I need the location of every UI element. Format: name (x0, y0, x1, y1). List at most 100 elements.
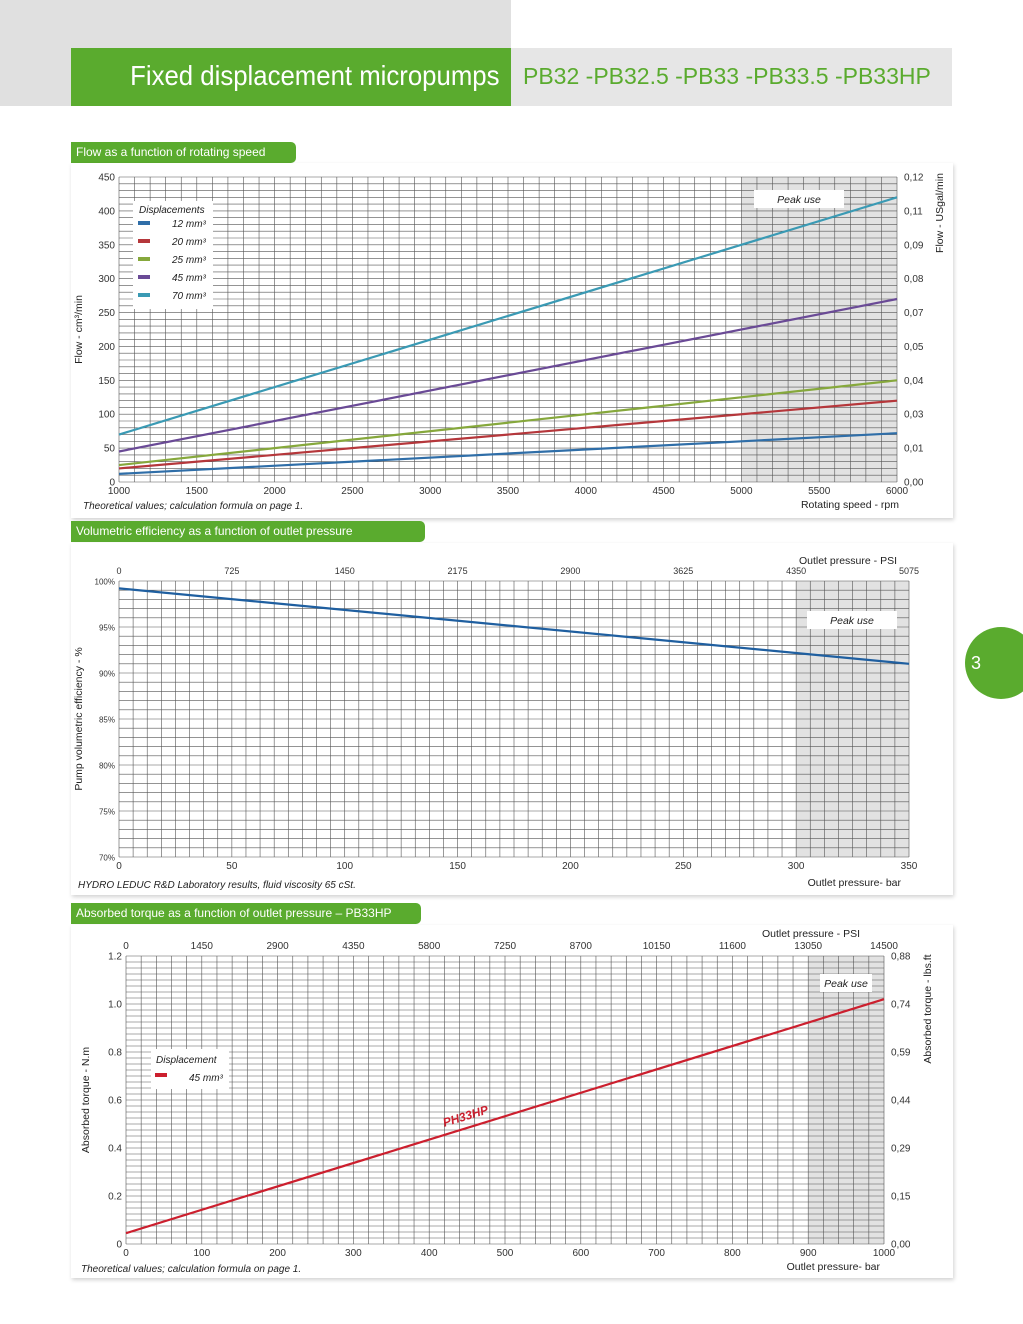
x-tick-label: 3000 (419, 486, 442, 497)
chart1-section-title: Flow as a function of rotating speed (71, 142, 296, 163)
peak-use-label: Peak use (777, 194, 821, 206)
footnote: HYDRO LEDUC R&D Laboratory results, flui… (78, 880, 356, 891)
x-tick-label: 150 (449, 861, 466, 872)
x-tick-label: 1500 (186, 486, 209, 497)
x-axis-top-label: Outlet pressure - PSI (799, 555, 897, 567)
y-right-tick-label: 0,00 (891, 1240, 911, 1251)
x-tick-label: 700 (648, 1248, 665, 1259)
x-top-tick-label: 0 (116, 566, 121, 576)
x-top-tick-label: 1450 (335, 566, 355, 576)
y-tick-label: 0.2 (108, 1192, 122, 1203)
y-tick-label: 1.2 (108, 952, 122, 963)
y-tick-label: 1.0 (108, 1000, 122, 1011)
y-tick-label: 150 (98, 376, 115, 387)
y-tick-label: 250 (98, 308, 115, 319)
y-right-tick-label: 0,00 (904, 478, 924, 489)
x-top-tick-label: 2175 (448, 566, 468, 576)
x-top-tick-label: 5075 (899, 566, 919, 576)
legend-swatch (138, 275, 150, 279)
x-tick-label: 5500 (808, 486, 831, 497)
x-tick-label: 3500 (497, 486, 520, 497)
x-tick-label: 0 (116, 861, 122, 872)
y-right-tick-label: 0,01 (904, 444, 924, 455)
model-list: PB32 -PB32.5 -PB33 -PB33.5 -PB33HP (523, 63, 931, 89)
x-tick-label: 250 (675, 861, 692, 872)
series-line (118, 399, 898, 470)
footnote: Theoretical values; calculation formula … (83, 501, 303, 512)
x-axis-label: Outlet pressure- bar (808, 877, 902, 889)
y-tick-label: 75% (99, 808, 115, 817)
x-top-tick-label: 5800 (418, 941, 441, 952)
series-line (118, 297, 898, 453)
x-tick-label: 500 (497, 1248, 514, 1259)
y-tick-label: 0.6 (108, 1096, 122, 1107)
x-tick-label: 800 (724, 1248, 741, 1259)
y-tick-label: 70% (99, 854, 115, 863)
x-tick-label: 400 (421, 1248, 438, 1259)
y-right-tick-label: 0,15 (891, 1192, 911, 1203)
x-tick-label: 300 (345, 1248, 362, 1259)
y-right-tick-label: 0,11 (904, 206, 923, 217)
legend-entry: 45 mm³ (172, 273, 207, 284)
x-tick-label: 50 (226, 861, 238, 872)
models-banner: PB32 -PB32.5 -PB33 -PB33.5 -PB33HP (511, 48, 952, 106)
page-number: 3 (971, 653, 982, 673)
x-tick-label: 6000 (886, 486, 909, 497)
series-line (125, 998, 885, 1235)
x-tick-label: 600 (572, 1248, 589, 1259)
legend-entry: 25 mm³ (171, 255, 207, 266)
efficiency-chart: 0 50 100 150 200 250 300 350 0 725 1450 2175 2900 362… (73, 555, 919, 891)
flow-chart: 1000 1500 2000 2500 3000 3500 4000 4500 5000 5500… (73, 173, 946, 513)
peak-use-label: Peak use (824, 978, 868, 990)
chart2-panel: 0 50 100 150 200 250 300 350 0 725 1450 2175 2900 362… (71, 543, 953, 895)
legend-entry: 20 mm³ (171, 237, 207, 248)
y-tick-label: 0 (109, 478, 115, 489)
x-top-tick-label: 2900 (266, 941, 289, 952)
y-right-tick-label: 0,12 (904, 173, 924, 184)
x-tick-label: 4500 (652, 486, 675, 497)
x-tick-label: 1000 (108, 486, 131, 497)
x-tick-label: 900 (800, 1248, 817, 1259)
y-tick-label: 95% (99, 624, 115, 633)
x-tick-label: 200 (269, 1248, 286, 1259)
y-right-tick-label: 0,29 (891, 1144, 911, 1155)
y-tick-label: 100% (95, 578, 115, 587)
chart3-section-title: Absorbed torque as a function of outlet … (71, 903, 421, 924)
chart3-panel: 0 100 200 300 400 500 600 700 800 900 1000 0 1450 290… (71, 925, 953, 1278)
x-tick-label: 2500 (341, 486, 364, 497)
y-tick-label: 0.8 (108, 1048, 122, 1059)
y-right-tick-label: 0,07 (904, 308, 924, 319)
y-right-tick-label: 0,04 (904, 376, 924, 387)
legend-box (151, 1049, 229, 1089)
x-top-tick-label: 2900 (560, 566, 580, 576)
y-tick-label: 300 (98, 274, 115, 285)
x-top-tick-label: 1450 (191, 941, 214, 952)
y-tick-label: 80% (99, 762, 115, 771)
x-tick-label: 100 (336, 861, 353, 872)
y-tick-label: 350 (98, 240, 115, 251)
y-tick-label: 0 (116, 1240, 122, 1251)
legend-swatch (138, 239, 150, 243)
series-label: PH33HP (441, 1102, 491, 1129)
x-tick-label: 4000 (575, 486, 598, 497)
footnote: Theoretical values; calculation formula … (81, 1264, 301, 1275)
legend-swatch (138, 221, 150, 225)
series-line (118, 587, 910, 665)
x-tick-label: 200 (562, 861, 579, 872)
chart2-section-title: Volumetric efficiency as a function of o… (71, 521, 425, 542)
y-tick-label: 85% (99, 716, 115, 725)
x-top-tick-label: 7250 (494, 941, 517, 952)
x-top-tick-label: 3625 (673, 566, 693, 576)
peak-use-box (754, 190, 844, 208)
x-tick-label: 100 (193, 1248, 210, 1259)
x-top-tick-label: 4350 (342, 941, 365, 952)
y-axis-label: Absorbed torque - N.m (80, 1047, 92, 1153)
y-tick-label: 450 (98, 173, 115, 184)
x-axis-top-label: Outlet pressure - PSI (762, 928, 860, 940)
y-axis-label: Flow - cm³/min (73, 295, 85, 364)
series-line (118, 196, 898, 436)
x-axis-label: Outlet pressure- bar (787, 1261, 881, 1273)
x-tick-label: 0 (123, 1248, 129, 1259)
y-axis-label-right: Absorbed torque - lbs.ft (922, 954, 934, 1063)
peak-use-label: Peak use (830, 615, 874, 627)
